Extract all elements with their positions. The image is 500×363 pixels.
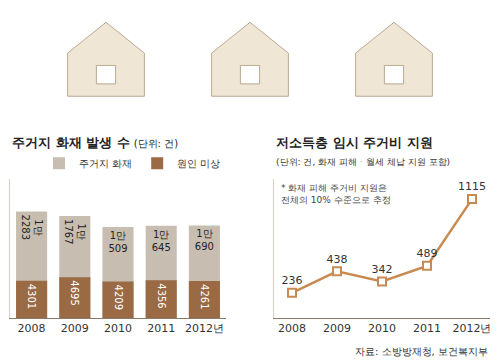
svg-text:2008: 2008	[18, 322, 46, 335]
svg-text:1만645: 1만645	[152, 229, 171, 253]
svg-text:자료: 소방방재청, 보건복지부: 자료: 소방방재청, 보건복지부	[355, 346, 488, 357]
svg-text:4301: 4301	[26, 284, 37, 309]
svg-text:4356: 4356	[156, 283, 167, 308]
svg-text:2009: 2009	[323, 322, 351, 335]
svg-text:2010: 2010	[368, 322, 396, 335]
svg-text:주거지 화재: 주거지 화재	[79, 158, 132, 169]
svg-text:489: 489	[417, 247, 438, 260]
svg-text:2009: 2009	[61, 322, 89, 335]
svg-text:1115: 1115	[458, 180, 486, 193]
svg-text:1만1767: 1만1767	[63, 219, 87, 244]
svg-text:1만2283: 1만2283	[20, 215, 44, 240]
svg-text:4261: 4261	[199, 284, 210, 309]
svg-text:2012년: 2012년	[185, 322, 224, 335]
svg-text:1만690: 1만690	[195, 228, 214, 252]
svg-text:438: 438	[327, 253, 348, 266]
svg-text:342: 342	[372, 263, 393, 276]
svg-text:1만509: 1만509	[108, 230, 127, 254]
svg-text:2010: 2010	[104, 322, 132, 335]
svg-text:원인 미상: 원인 미상	[177, 158, 220, 169]
svg-text:주거지 화재 발생 수 (단위: 건): 주거지 화재 발생 수 (단위: 건)	[12, 135, 178, 150]
svg-text:236: 236	[282, 274, 303, 287]
svg-text:2011: 2011	[413, 322, 441, 335]
svg-text:2011: 2011	[147, 322, 175, 335]
svg-text:저소득층 임시 주거비 지원: 저소득층 임시 주거비 지원	[276, 135, 433, 150]
svg-text:(단위: 건, 화재 피해ㆍ월세 체납 지원 포함): (단위: 건, 화재 피해ㆍ월세 체납 지원 포함)	[276, 157, 450, 167]
svg-text:* 화재 피해 주거비 지원은전체의 10% 수준으로 추정: * 화재 피해 주거비 지원은전체의 10% 수준으로 추정	[281, 183, 391, 205]
svg-text:4209: 4209	[113, 285, 124, 310]
svg-text:4695: 4695	[69, 280, 80, 305]
svg-text:2008: 2008	[278, 322, 306, 335]
svg-text:2012년: 2012년	[453, 322, 492, 335]
